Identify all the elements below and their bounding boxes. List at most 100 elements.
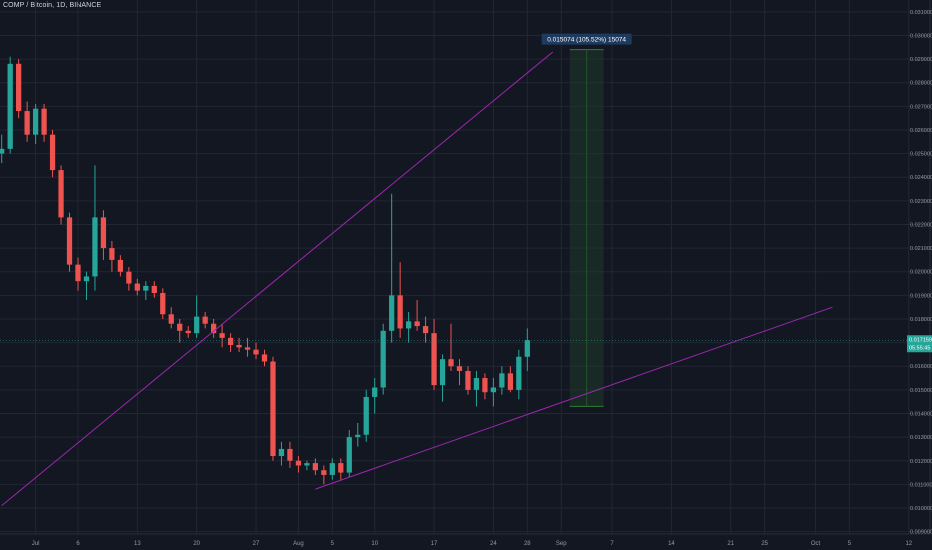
candle-body [185,330,191,334]
price-range-measure[interactable]: 0.015074 (105.52%) 15074 [541,33,632,407]
candle-body [236,344,242,348]
candle-body [92,217,98,277]
candle-body [304,463,310,466]
measure-label: 0.015074 (105.52%) 15074 [547,36,626,43]
candle-body [448,359,454,367]
price-tick-label: 0.015000 [910,388,932,394]
candle-body [151,285,157,293]
trendline [1,51,554,507]
price-tick-label: 0.012000 [910,459,932,465]
candle-body [143,285,149,291]
time-tick-label: 20 [193,541,200,547]
time-tick-label: 14 [668,541,675,547]
price-tick-label: 0.018000 [910,317,932,323]
time-tick-label: 5 [331,541,335,547]
time-tick-label: 21 [727,541,734,547]
candle-body [100,217,107,249]
candle-body [75,264,81,282]
time-tick-label: 27 [253,541,260,547]
candle-body [363,396,369,435]
candle-body [227,337,234,345]
last-price-badge: 0.017159 05:55:45 [907,335,932,353]
candle-body [287,448,293,461]
candle-body [160,292,166,315]
candle-body [177,323,183,331]
candle-body [58,170,64,218]
candle-body [244,347,251,350]
candle-body [219,333,225,338]
price-tick-label: 0.011000 [910,482,932,488]
candle-body [312,463,318,471]
candle-body [278,448,285,457]
price-tick-label: 0.009000 [910,530,932,536]
price-tick-label: 0.024000 [910,175,932,181]
time-tick-label: 12 [905,541,912,547]
candle-body [516,356,522,390]
candle-body [338,463,344,473]
time-tick-label: 10 [371,541,378,547]
price-tick-label: 0.031000 [910,10,932,16]
candle-body [261,354,268,362]
grid-lines [0,0,930,534]
time-tick-label: 25 [761,541,768,547]
last-price-value: 0.017159 [909,338,932,344]
measure-label-bg [541,33,632,45]
candle-body [270,361,276,457]
candle-body [473,378,480,390]
candle-body [490,387,497,393]
time-tick-label: 13 [134,541,141,547]
time-tick-label: 28 [524,541,531,547]
price-tick-label: 0.020000 [910,270,932,276]
time-tick-label: 6 [76,541,80,547]
price-tick-label: 0.029000 [910,57,932,63]
candle-body [0,148,5,154]
price-tick-label: 0.010000 [910,506,932,512]
candle-body [202,316,208,324]
price-tick-label: 0.025000 [910,152,932,158]
price-tick-label: 0.016000 [910,364,932,370]
price-tick-label: 0.030000 [910,33,932,39]
candle-body [109,248,115,260]
time-tick-label: Aug [293,541,304,547]
candle-body [499,373,505,388]
candle-body [507,373,513,390]
candle-body [24,111,30,135]
candle-body [389,295,395,331]
candle-body [456,366,463,371]
candle-body [134,283,140,291]
candle-body [83,276,90,282]
time-tick-label: 7 [610,541,614,547]
candle-body [126,271,132,284]
candle-body [16,63,22,112]
candle-body [524,340,530,357]
candle-body [482,378,488,393]
bar-countdown: 05:55:45 [909,346,930,352]
price-tick-label: 0.022000 [910,222,932,228]
candle-body [346,437,352,473]
time-tick-label: 24 [490,541,497,547]
candle-body [194,316,200,334]
candle-body [422,326,429,334]
price-tick-label: 0.013000 [910,435,932,441]
price-tick-label: 0.026000 [910,128,932,134]
candle-body [329,463,335,475]
candle-body [32,108,39,135]
candle-body [321,470,327,475]
trendlines[interactable] [1,51,833,507]
candle-body [372,387,378,397]
candle-body [295,460,302,466]
candle-body [168,314,174,324]
candle-body [355,434,361,438]
time-axis[interactable]: Jul 6 13 20 27 Aug 5 10 17 24 28 Sep 7 14 21 25 Oct 5 12 [32,541,913,547]
chart-symbol-title: COMP / Bitcoin, 1D, BINANCE [3,2,102,9]
time-tick-label: Sep [556,541,567,547]
candle-body [211,323,217,334]
candle-body [439,359,446,386]
candle-body [380,330,386,388]
candle-body [41,108,47,135]
price-tick-label: 0.027000 [910,104,932,110]
price-axis[interactable]: 0.031000 0.030000 0.029000 0.028000 0.027000… [910,10,932,536]
price-tick-label: 0.021000 [910,246,932,252]
candle-body [66,217,73,265]
